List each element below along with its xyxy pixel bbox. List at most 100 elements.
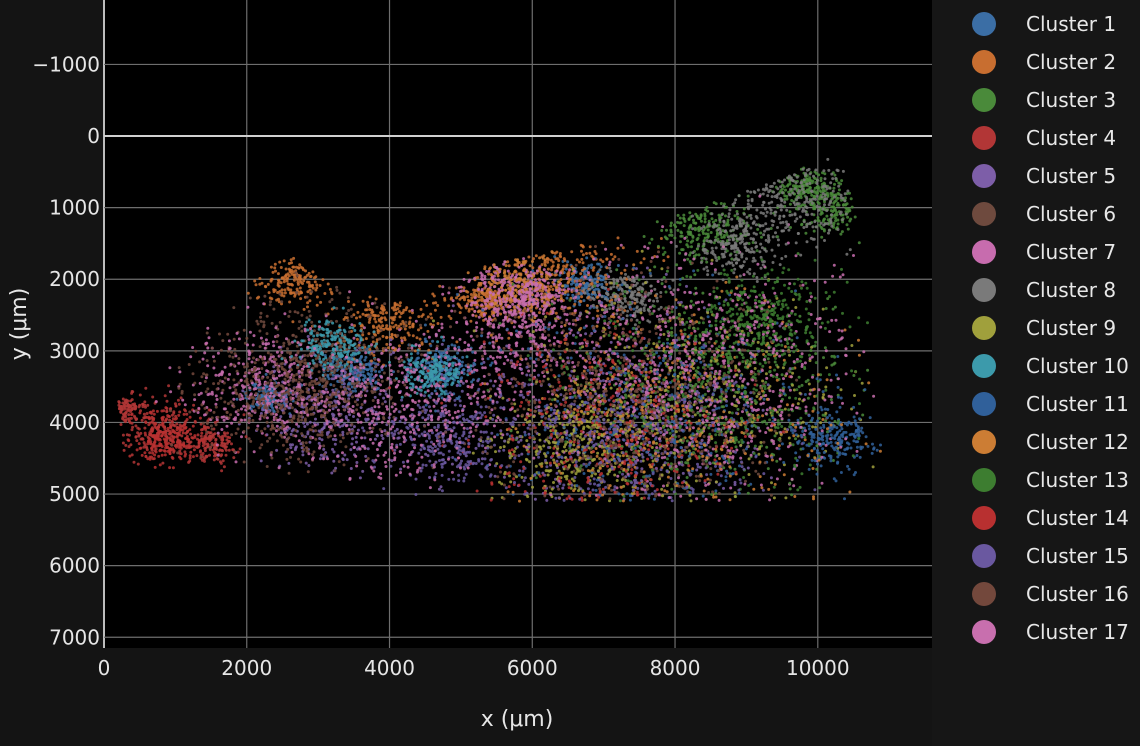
data-point (328, 300, 332, 304)
data-point (457, 345, 461, 349)
data-point (136, 462, 140, 466)
plot-area[interactable] (104, 0, 932, 648)
data-point (431, 339, 435, 343)
data-point (797, 385, 801, 389)
data-point (426, 329, 430, 333)
data-point (699, 219, 703, 223)
data-point (794, 184, 798, 188)
data-point (205, 331, 209, 335)
data-point (836, 222, 840, 226)
data-point (579, 333, 583, 337)
data-point (773, 434, 777, 438)
data-point (241, 389, 245, 393)
data-point (780, 187, 784, 191)
data-point (177, 402, 181, 406)
data-point (385, 311, 388, 315)
data-point (531, 333, 535, 337)
data-point (349, 448, 353, 452)
data-point (680, 231, 683, 235)
data-point (305, 316, 309, 320)
data-point (199, 449, 202, 453)
data-point (119, 423, 123, 426)
data-point (308, 440, 312, 444)
data-point (351, 437, 355, 441)
data-point (193, 420, 197, 424)
data-point (377, 324, 381, 328)
data-point (425, 303, 429, 307)
data-point (717, 213, 721, 217)
data-point (196, 433, 200, 437)
data-point (418, 337, 422, 341)
data-point (167, 384, 171, 388)
data-point (504, 355, 508, 359)
data-point (392, 351, 395, 355)
data-point (570, 265, 574, 269)
data-point (311, 270, 315, 274)
data-point (192, 403, 196, 407)
data-point (596, 314, 599, 318)
data-point (304, 275, 308, 279)
data-point (476, 379, 480, 383)
data-point (301, 268, 305, 272)
data-point (215, 448, 219, 451)
data-point (311, 283, 314, 287)
data-point (289, 455, 292, 459)
data-point (390, 459, 394, 463)
data-point (591, 368, 595, 372)
data-point (161, 461, 165, 465)
scatter-plot[interactable]: 0 2000 4000 6000 8000 10000 −1000010002000300… (0, 0, 932, 746)
data-point (130, 398, 134, 402)
data-point (797, 375, 801, 379)
data-point (694, 221, 697, 225)
data-point (385, 324, 389, 328)
data-point (223, 442, 227, 446)
data-point (543, 348, 547, 352)
data-point (592, 346, 596, 350)
data-point (824, 307, 828, 310)
data-point (440, 326, 444, 330)
data-point (442, 338, 446, 342)
data-point (775, 459, 779, 463)
data-point (331, 447, 334, 451)
data-point (298, 286, 302, 290)
data-point (619, 271, 623, 275)
data-point (533, 497, 537, 501)
data-point (642, 257, 646, 261)
data-point (359, 406, 363, 410)
data-point (806, 396, 810, 400)
data-point (483, 299, 487, 303)
data-point (295, 422, 299, 426)
data-point (287, 471, 291, 475)
data-point (134, 435, 138, 439)
data-point (756, 227, 760, 231)
data-point (650, 237, 654, 241)
data-point (487, 317, 491, 321)
data-point (480, 334, 484, 338)
data-point (133, 407, 137, 411)
data-point (689, 299, 693, 303)
data-point (359, 373, 363, 377)
data-point (411, 334, 415, 338)
data-point (425, 340, 429, 343)
data-point (465, 304, 469, 308)
data-point (848, 209, 852, 213)
data-point (432, 301, 435, 305)
data-point (403, 338, 407, 342)
data-point (648, 330, 652, 334)
data-point (130, 421, 134, 425)
data-point (276, 272, 280, 276)
data-point (348, 393, 352, 397)
data-point (815, 192, 819, 196)
data-point (512, 460, 516, 464)
data-point (292, 256, 296, 260)
data-point (562, 288, 566, 292)
data-point (547, 339, 551, 343)
data-point (475, 305, 479, 309)
data-point (307, 452, 311, 456)
data-point (681, 471, 685, 475)
data-point (449, 367, 453, 371)
data-point (352, 415, 355, 418)
data-point (789, 226, 792, 229)
data-point (145, 448, 149, 452)
data-point (424, 317, 428, 321)
